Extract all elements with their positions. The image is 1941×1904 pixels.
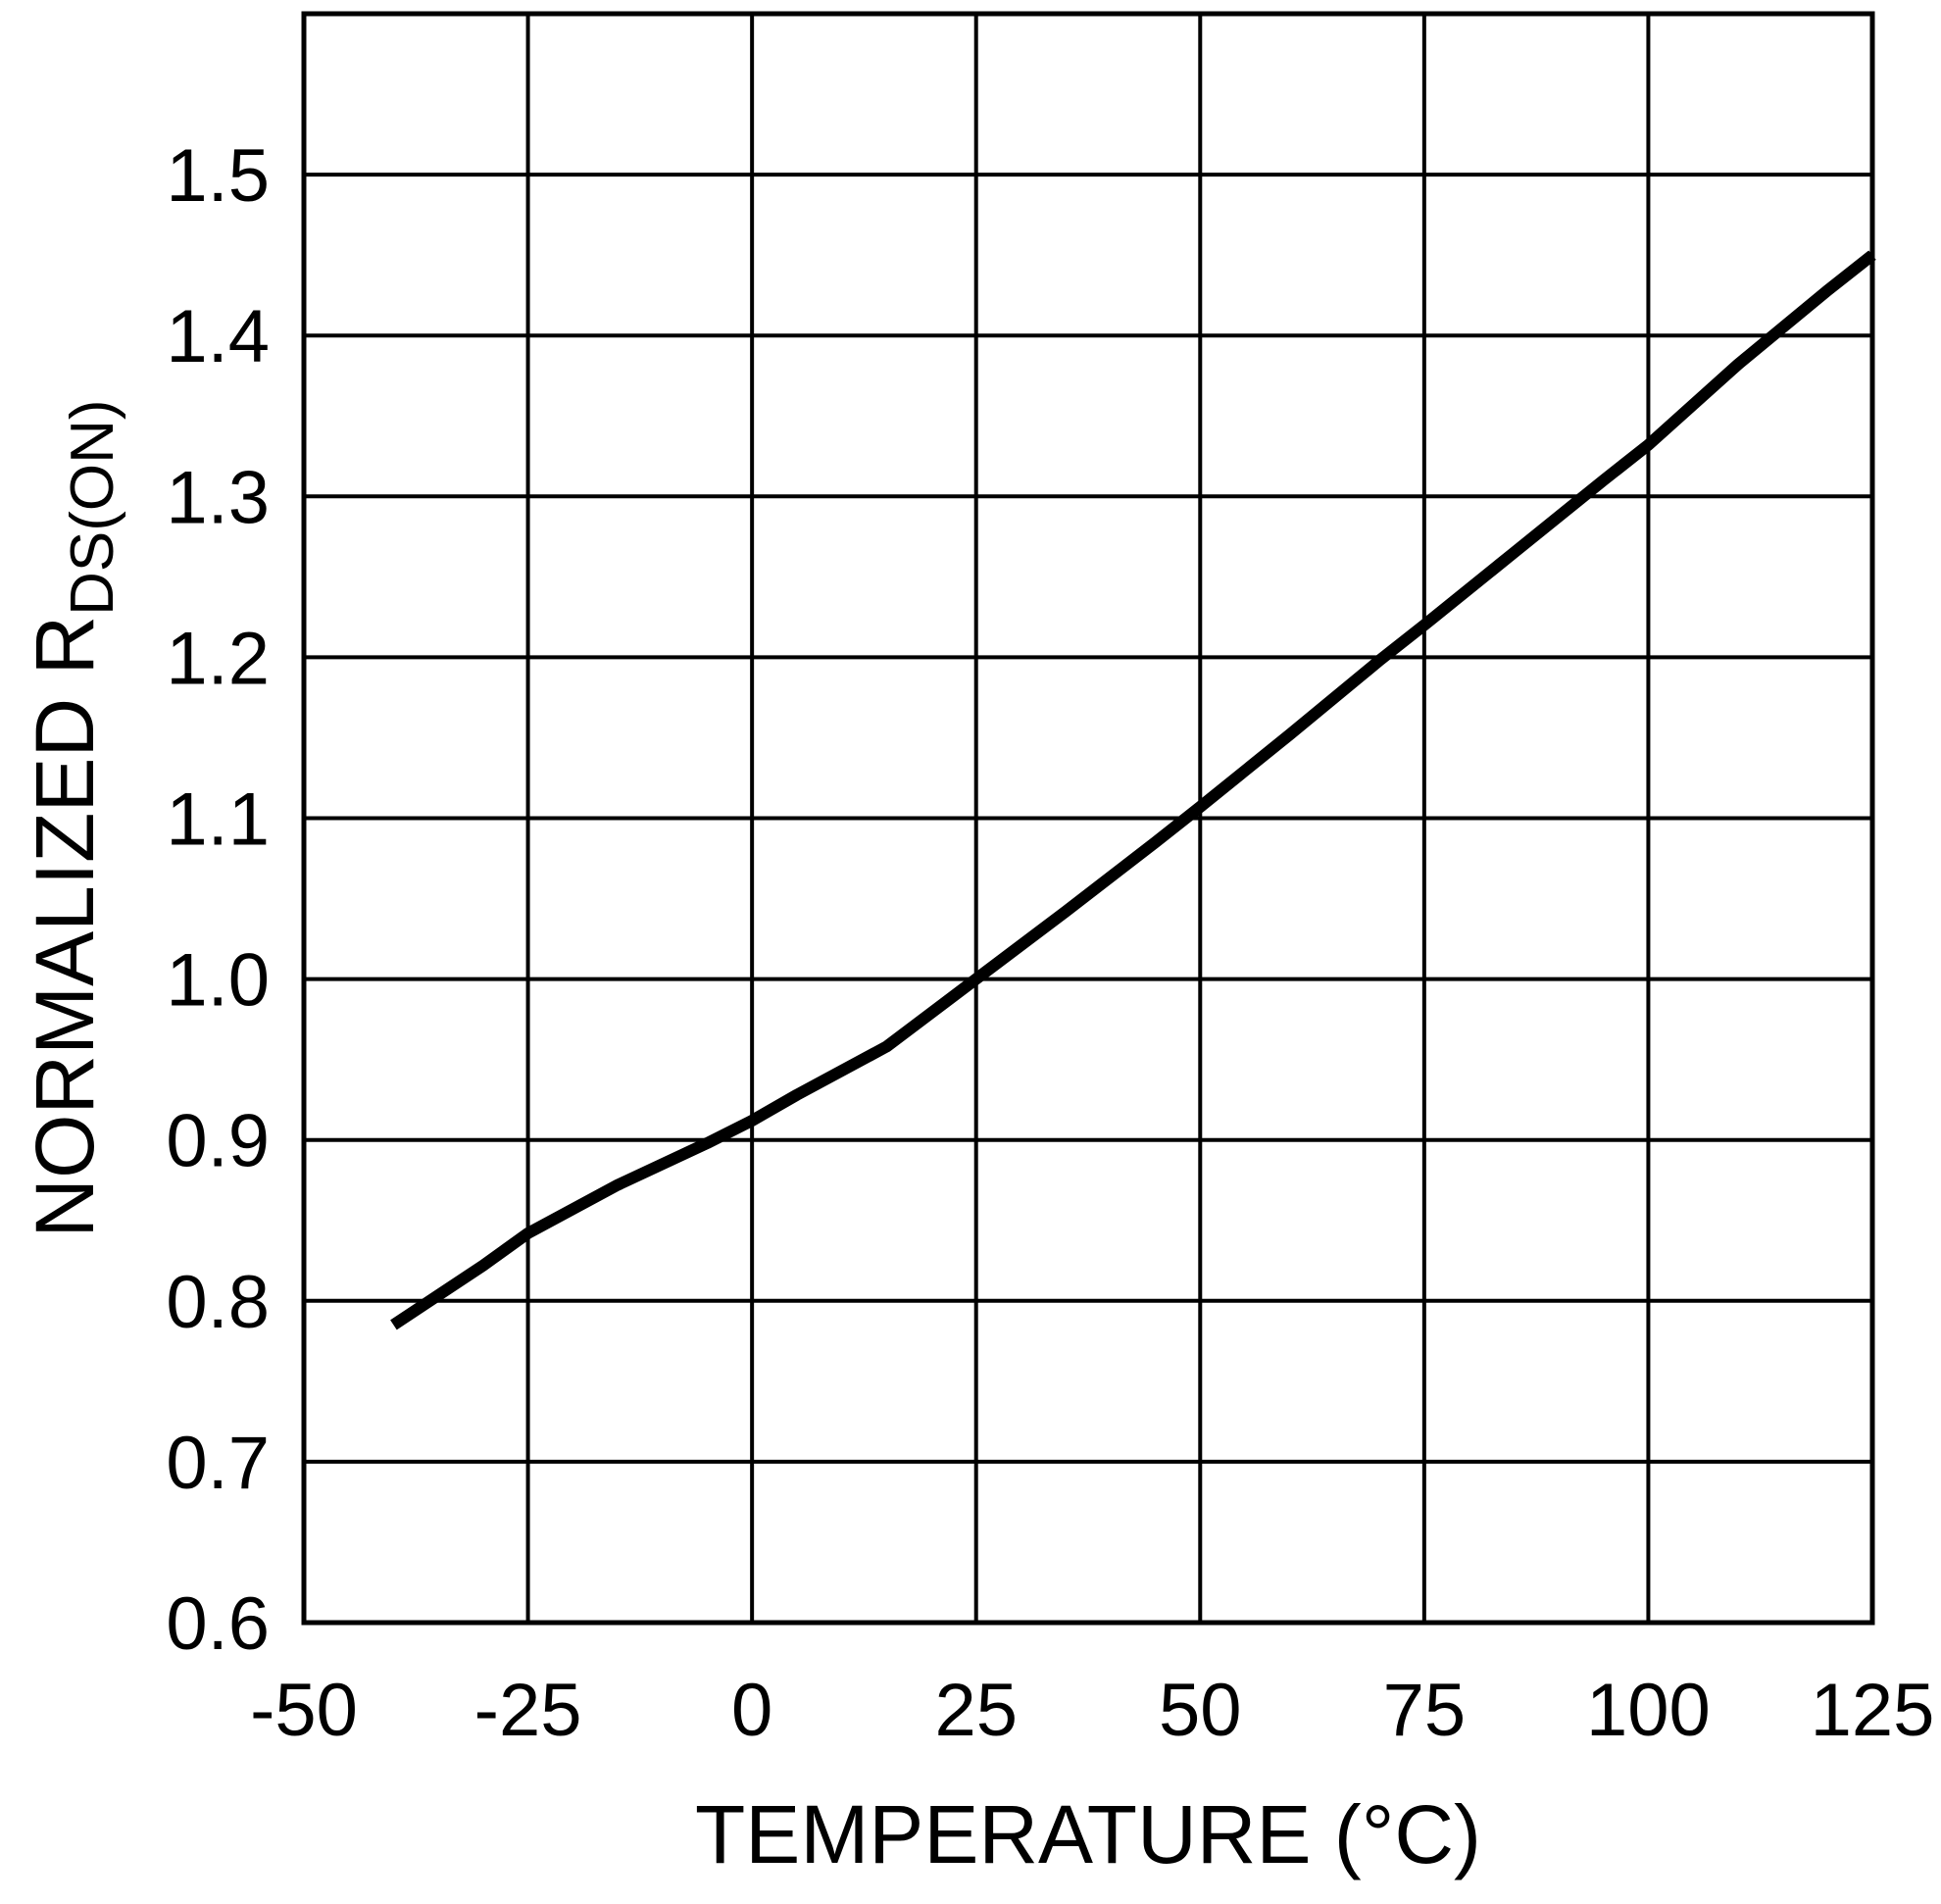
y-tick-label: 0.8 <box>166 1261 270 1344</box>
x-tick-label: -50 <box>250 1669 358 1752</box>
plot-border-rect <box>301 11 1875 1626</box>
y-tick-label: 1.2 <box>166 617 270 700</box>
y-axis-title-main: NORMALIZED R <box>19 616 111 1238</box>
x-tick-label: -25 <box>474 1669 582 1752</box>
y-tick-label: 0.7 <box>166 1422 270 1505</box>
y-axis-title: NORMALIZED RDS(ON) <box>19 399 126 1237</box>
data-line <box>390 250 1876 1330</box>
y-axis-title-subscript: DS(ON) <box>59 399 126 615</box>
y-tick-label: 1.4 <box>166 295 270 378</box>
data-series <box>390 250 1876 1330</box>
y-tick-label: 1.0 <box>166 939 270 1023</box>
y-tick-labels: 0.6 0.7 0.8 0.9 1.0 1.1 1.2 1.3 1.4 1.5 <box>166 134 270 1666</box>
x-tick-label: 25 <box>934 1669 1018 1752</box>
y-tick-label: 0.9 <box>166 1100 270 1183</box>
x-tick-labels: -50 -25 0 25 50 75 100 125 <box>250 1669 1934 1752</box>
x-tick-label: 100 <box>1586 1669 1711 1752</box>
x-tick-label: 50 <box>1159 1669 1242 1752</box>
y-tick-label: 1.3 <box>166 456 270 539</box>
x-axis-title: TEMPERATURE (°C) <box>695 1788 1481 1880</box>
gridlines <box>302 12 1874 1625</box>
plot-border <box>301 11 1875 1626</box>
x-tick-label: 75 <box>1383 1669 1467 1752</box>
y-tick-label: 1.1 <box>166 778 270 862</box>
y-tick-label: 1.5 <box>166 134 270 218</box>
x-tick-label: 0 <box>731 1669 772 1752</box>
y-tick-label: 0.6 <box>166 1582 270 1666</box>
x-tick-label: 125 <box>1811 1669 1935 1752</box>
